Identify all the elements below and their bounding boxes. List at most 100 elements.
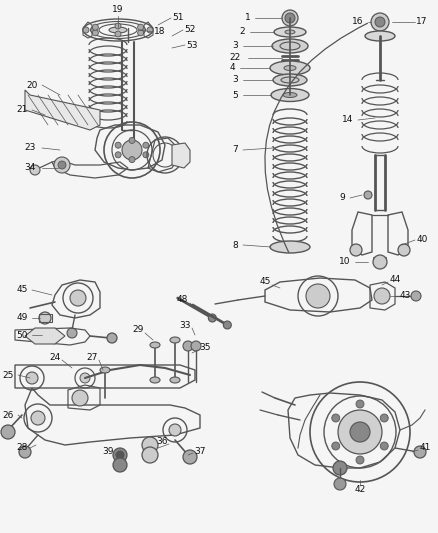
Text: 37: 37 [194,448,206,456]
Text: 42: 42 [354,486,366,495]
Circle shape [282,10,298,26]
Circle shape [138,30,144,36]
Text: 3: 3 [232,76,238,85]
Circle shape [183,341,193,351]
Circle shape [306,284,330,308]
Text: 24: 24 [49,353,60,362]
Circle shape [113,458,127,472]
Circle shape [92,24,99,30]
Circle shape [356,456,364,464]
Circle shape [191,341,201,351]
Text: 48: 48 [177,295,188,304]
Circle shape [223,321,231,329]
Circle shape [107,333,117,343]
Text: 7: 7 [232,146,238,155]
Circle shape [72,390,88,406]
Circle shape [375,17,385,27]
Text: 3: 3 [232,42,238,51]
Polygon shape [172,143,190,168]
Ellipse shape [284,66,296,70]
Ellipse shape [100,367,110,373]
Ellipse shape [271,88,309,101]
Circle shape [411,291,421,301]
Ellipse shape [170,377,180,383]
Circle shape [356,400,364,408]
Circle shape [129,138,135,143]
Circle shape [334,478,346,490]
Text: 53: 53 [186,41,198,50]
Circle shape [332,442,340,450]
Circle shape [54,157,70,173]
Text: 5: 5 [232,91,238,100]
Text: 41: 41 [419,443,431,453]
Circle shape [142,447,158,463]
Text: 34: 34 [25,164,35,173]
Circle shape [414,446,426,458]
Text: 9: 9 [339,193,345,203]
Circle shape [30,165,40,175]
Circle shape [373,255,387,269]
Text: 36: 36 [156,438,168,447]
Ellipse shape [285,30,295,34]
Ellipse shape [150,342,160,348]
Text: 22: 22 [230,53,240,62]
Text: 33: 33 [179,320,191,329]
Circle shape [374,288,390,304]
Text: 4: 4 [229,63,235,72]
Circle shape [350,244,362,256]
Circle shape [115,23,121,29]
Circle shape [338,410,382,454]
Circle shape [58,161,66,169]
Ellipse shape [272,39,308,53]
Ellipse shape [109,27,127,33]
Text: 29: 29 [132,326,144,335]
Circle shape [70,290,86,306]
Text: 20: 20 [26,80,38,90]
Circle shape [113,448,127,462]
Text: 26: 26 [2,410,14,419]
Circle shape [19,446,31,458]
Circle shape [115,152,121,158]
Circle shape [143,152,149,158]
Text: 23: 23 [25,143,35,152]
Circle shape [183,450,197,464]
Text: 39: 39 [102,448,114,456]
Text: 45: 45 [16,286,28,295]
Ellipse shape [365,31,395,41]
Circle shape [92,30,99,36]
Text: 51: 51 [172,13,184,22]
Text: 14: 14 [343,116,354,125]
Polygon shape [25,90,100,130]
Circle shape [129,157,135,163]
Ellipse shape [270,61,310,75]
Text: 16: 16 [352,18,364,27]
Circle shape [332,414,340,422]
Circle shape [142,437,158,453]
Circle shape [350,422,370,442]
Text: 21: 21 [16,106,28,115]
Text: 19: 19 [112,5,124,14]
Text: 43: 43 [399,292,411,301]
Text: 18: 18 [154,28,166,36]
Circle shape [380,414,388,422]
Circle shape [371,13,389,31]
Text: 8: 8 [232,240,238,249]
Text: 25: 25 [2,370,14,379]
Circle shape [285,13,295,23]
Text: 40: 40 [416,236,427,245]
Ellipse shape [280,42,300,50]
Circle shape [364,191,372,199]
Text: 35: 35 [199,343,211,352]
Circle shape [147,27,153,33]
Circle shape [333,461,347,475]
Text: 1: 1 [245,13,251,22]
Text: 44: 44 [389,276,401,285]
Circle shape [26,372,38,384]
Ellipse shape [274,27,306,37]
Text: 10: 10 [339,257,351,266]
Text: 52: 52 [184,26,196,35]
Text: 49: 49 [16,313,28,322]
Circle shape [143,142,149,148]
Circle shape [138,24,144,30]
Circle shape [115,142,121,148]
